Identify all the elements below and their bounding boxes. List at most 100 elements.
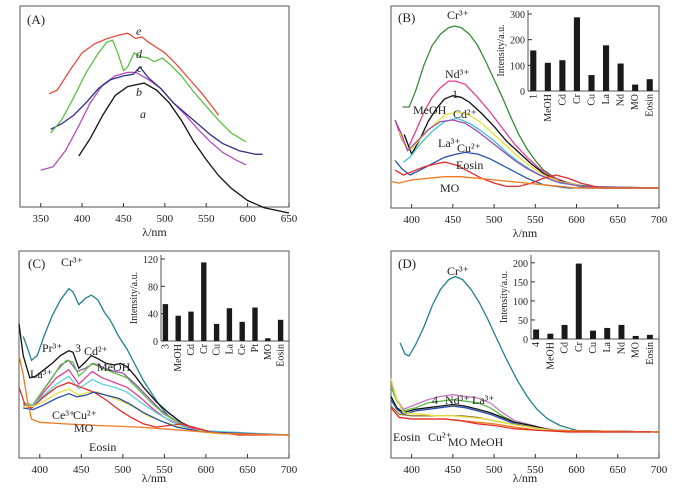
inset-x-tick-label: 3: [160, 344, 171, 349]
panel-label: (C): [28, 256, 45, 271]
x-tick-label: 400: [403, 464, 420, 476]
inset-y-tick-label: 0: [523, 335, 528, 346]
curve-annotation: Eosin: [393, 430, 420, 444]
inset-bar-meoh: [547, 333, 554, 339]
inset-y-axis-label: Intensity/a.u.: [499, 271, 510, 323]
curve-annotation: Nd³⁺: [445, 67, 470, 81]
curve-annotation: 3: [75, 341, 81, 355]
curve-annotation: La³⁺: [438, 136, 461, 150]
series-line-cd2: [23, 359, 290, 436]
inset-x-tick-label: MO: [630, 94, 641, 110]
panel-label: (D): [398, 256, 416, 271]
inset-bar-nd: [617, 63, 624, 91]
inset-bar-nd: [618, 324, 625, 339]
x-tick-label: 500: [115, 464, 132, 476]
inset-x-tick-label: La: [601, 93, 612, 104]
inset-y-tick-label: 80: [148, 282, 158, 293]
series-line-mo: [390, 176, 659, 189]
inset-x-tick-label: 4: [531, 342, 542, 347]
series-line-3: [18, 323, 290, 436]
curve-annotation: Cd²⁺: [84, 344, 108, 358]
x-tick-label: 500: [486, 214, 503, 226]
curve-annotation: MeOH: [97, 360, 131, 374]
x-tick-label: 550: [527, 464, 544, 476]
inset-y-tick-label: 100: [513, 297, 528, 308]
inset-bar-ce: [239, 321, 245, 341]
x-tick-label: 500: [486, 464, 503, 476]
x-tick-label: 550: [198, 213, 215, 225]
inset-bar-la: [602, 45, 610, 91]
curve-annotation: Nd³⁺: [445, 393, 470, 407]
inset-x-tick-label: Cu: [587, 94, 598, 106]
inset-x-tick-label: Cr: [574, 341, 585, 352]
x-tick-label: 650: [610, 464, 627, 476]
inset-x-tick-label: Cu: [588, 342, 599, 354]
inset-x-tick-label: Eosin: [645, 342, 656, 365]
curve-annotation: c: [137, 61, 143, 75]
curve-annotation: MO: [448, 435, 468, 449]
inset-bar-cr: [573, 17, 581, 91]
x-tick-label: 450: [445, 464, 462, 476]
curve-annotation: 1: [452, 87, 458, 101]
curve-annotation: a: [140, 107, 146, 121]
inset-x-tick-label: MO: [631, 342, 642, 358]
inset-bar-cu: [213, 323, 220, 341]
x-tick-label: 600: [198, 464, 215, 476]
inset-x-tick-label: La: [602, 341, 613, 352]
series-line-mo: [390, 407, 660, 433]
inset-x-tick-label: Cr: [199, 343, 210, 354]
inset-bar-eosin: [646, 334, 653, 339]
x-tick-label: 650: [239, 464, 256, 476]
series-line-eosin: [390, 407, 651, 433]
inset-y-tick-label: 150: [513, 278, 528, 289]
inset-x-tick-label: Cd: [557, 94, 568, 106]
inset-bar-eosin: [277, 319, 284, 341]
curve-annotation: Cu²⁺: [73, 408, 97, 422]
inset-y-tick-label: 200: [510, 36, 525, 47]
curve-annotation: La³⁺: [472, 393, 495, 407]
x-tick-label: 400: [74, 213, 91, 225]
series-line-c: [50, 65, 263, 155]
x-tick-label: 700: [651, 214, 668, 226]
series-line-la3: [394, 119, 660, 189]
curve-annotation: Pr³⁺: [42, 341, 63, 355]
inset-y-tick-label: 100: [510, 61, 525, 72]
plot-frame: [18, 250, 290, 459]
inset-bar-la: [604, 327, 611, 339]
series-line-mo: [18, 355, 290, 436]
series-line-4: [390, 396, 660, 433]
inset-x-tick-label: Cd: [186, 344, 197, 356]
inset-y-tick-label: 50: [518, 316, 528, 327]
inset-y-tick-label: 40: [148, 310, 158, 321]
panel-label: (A): [27, 12, 45, 27]
series-line-d: [50, 39, 247, 143]
inset-bar-mo: [632, 84, 639, 91]
curve-annotation: 4: [432, 393, 438, 407]
curve-annotation: Cr³⁺: [61, 255, 83, 269]
inset-x-tick-label: Cd: [560, 342, 571, 354]
inset-y-axis-label: Intensity/a.u.: [496, 24, 507, 76]
curve-annotation: Cu²⁺: [457, 141, 481, 155]
curve-annotation: Cr³⁺: [447, 8, 469, 22]
inset-y-tick-label: 120: [143, 255, 158, 266]
inset-x-tick-label: MO: [263, 344, 274, 360]
inset-y-tick-label: 200: [513, 259, 528, 270]
inset-y-tick-label: 0: [520, 87, 525, 98]
inset-bar-1: [530, 50, 537, 91]
inset-y-axis-label: Intensity/a.u.: [129, 272, 140, 324]
curve-annotation: Cu²⁺: [428, 430, 452, 444]
inset-x-tick-label: La: [224, 343, 235, 354]
x-tick-label: 650: [610, 214, 627, 226]
curve-annotation: d: [136, 47, 143, 61]
series-line-cr3: [399, 275, 659, 433]
plot-frame: [19, 5, 290, 208]
x-tick-label: 450: [445, 214, 462, 226]
inset-bar-cu: [588, 75, 595, 91]
inset-x-tick-label: Eosin: [276, 344, 287, 367]
curve-annotation: Cd²⁺: [453, 107, 477, 121]
